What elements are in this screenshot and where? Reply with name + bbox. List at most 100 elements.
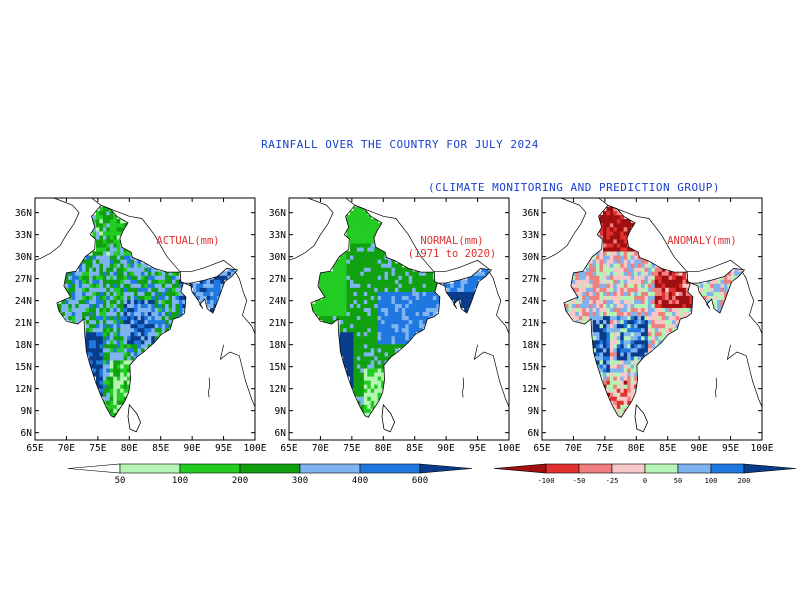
lon-tick-label: 85E	[659, 443, 676, 454]
rainfall-field	[564, 206, 742, 417]
lat-tick-label: 6N	[528, 428, 540, 439]
neighbor-boundary	[288, 197, 334, 261]
lat-tick-label: 33N	[15, 230, 32, 241]
lat-tick-label: 12N	[15, 384, 32, 395]
map-panel-1: 36N 33N 30N 27N 24N 21N 18N 15N 12N 9N 6N 65E 70E 75E…	[15, 197, 267, 454]
india-boundary	[310, 204, 493, 418]
legend-tick-label: 100	[172, 476, 188, 486]
legend-tick-label: 400	[352, 476, 368, 486]
lon-tick-label: 90E	[184, 443, 201, 454]
lat-tick-label: 18N	[269, 340, 286, 351]
rainfall-legend: 50 100 200 300 400 600	[67, 463, 473, 486]
legend-tick-label: 100	[705, 477, 718, 485]
legend-tick-label: -100	[538, 477, 555, 485]
lat-tick-label: 21N	[15, 318, 32, 329]
lat-tick-label: 15N	[15, 362, 32, 373]
anomaly-legend: -100 -50 -25 0 50 100 200	[493, 463, 797, 485]
lon-tick-label: 100E	[498, 443, 521, 454]
legend-tick-label: 200	[738, 477, 751, 485]
neighbor-boundary	[234, 271, 256, 334]
map-panel-3: 36N 33N 30N 27N 24N 21N 18N 15N 12N 9N 6N 65E 70E 75E…	[522, 197, 774, 454]
lat-tick-label: 30N	[15, 252, 32, 263]
lon-tick-label: 90E	[438, 443, 455, 454]
panel-label: ANOMALY(mm)	[667, 235, 737, 247]
legend-tick-label: -25	[606, 477, 619, 485]
neighbor-boundary	[91, 197, 237, 272]
lat-tick-label: 15N	[522, 362, 539, 373]
map-subtitle: (CLIMATE MONITORING AND PREDICTION GROUP…	[428, 181, 721, 194]
panel-label: (1971 to 2020)	[408, 248, 497, 260]
lat-tick-label: 12N	[522, 384, 539, 395]
lon-tick-label: 100E	[244, 443, 267, 454]
lon-tick-label: 65E	[26, 443, 43, 454]
lon-tick-label: 95E	[722, 443, 739, 454]
sri-lanka-outline	[381, 403, 396, 433]
rainfall-field	[57, 206, 235, 417]
lon-tick-label: 75E	[596, 443, 613, 454]
lat-tick-label: 24N	[522, 296, 539, 307]
lon-tick-label: 95E	[215, 443, 232, 454]
panel-label: ACTUAL(mm)	[156, 235, 219, 247]
lat-tick-label: 15N	[269, 362, 286, 373]
lon-tick-label: 75E	[343, 443, 360, 454]
lat-tick-label: 27N	[269, 274, 286, 285]
lat-tick-label: 21N	[522, 318, 539, 329]
lon-tick-label: 80E	[628, 443, 645, 454]
lat-tick-label: 24N	[15, 296, 32, 307]
lat-tick-label: 36N	[522, 208, 539, 219]
lat-tick-label: 36N	[269, 208, 286, 219]
lat-tick-label: 30N	[269, 252, 286, 263]
neighbor-boundary	[462, 377, 465, 398]
legend-tick-label: 50	[674, 477, 682, 485]
neighbor-boundary	[473, 344, 510, 408]
india-boundary	[56, 204, 239, 418]
lon-tick-label: 80E	[121, 443, 138, 454]
lon-tick-label: 75E	[89, 443, 106, 454]
lon-tick-label: 70E	[58, 443, 75, 454]
lon-tick-label: 65E	[280, 443, 297, 454]
lat-tick-label: 21N	[269, 318, 286, 329]
lat-tick-label: 9N	[21, 406, 33, 417]
map-panel-2: 36N 33N 30N 27N 24N 21N 18N 15N 12N 9N 6N 65E 70E 75E…	[269, 197, 521, 454]
lat-tick-label: 24N	[269, 296, 286, 307]
lon-tick-label: 70E	[312, 443, 329, 454]
rainfall-field	[311, 206, 489, 417]
neighbor-boundary	[219, 344, 256, 408]
neighbor-boundary	[208, 377, 211, 398]
panel-label: NORMAL(mm)	[420, 235, 483, 247]
lat-tick-label: 9N	[528, 406, 540, 417]
legend-tick-label: 50	[115, 476, 126, 486]
lon-tick-label: 65E	[533, 443, 550, 454]
lat-tick-label: 6N	[275, 428, 287, 439]
lat-tick-label: 18N	[522, 340, 539, 351]
sri-lanka-outline	[634, 403, 649, 433]
neighbor-boundary	[34, 197, 80, 261]
lon-tick-label: 95E	[469, 443, 486, 454]
lon-tick-label: 80E	[375, 443, 392, 454]
legend-tick-label: 600	[412, 476, 428, 486]
lat-tick-label: 33N	[269, 230, 286, 241]
lat-tick-label: 9N	[275, 406, 287, 417]
sri-lanka-outline	[127, 403, 142, 433]
lat-tick-label: 27N	[15, 274, 32, 285]
lat-tick-label: 33N	[522, 230, 539, 241]
lat-tick-label: 6N	[21, 428, 33, 439]
lon-tick-label: 100E	[751, 443, 774, 454]
lon-tick-label: 85E	[152, 443, 169, 454]
legend-tick-label: -50	[573, 477, 586, 485]
neighbor-boundary	[345, 197, 491, 272]
neighbor-boundary	[726, 344, 763, 408]
map-title: RAINFALL OVER THE COUNTRY FOR JULY 2024	[261, 138, 539, 151]
lon-tick-label: 70E	[565, 443, 582, 454]
lat-tick-label: 36N	[15, 208, 32, 219]
lon-tick-label: 90E	[691, 443, 708, 454]
lat-tick-label: 30N	[522, 252, 539, 263]
india-boundary	[563, 204, 746, 418]
lat-tick-label: 27N	[522, 274, 539, 285]
neighbor-boundary	[715, 377, 718, 398]
neighbor-boundary	[488, 271, 510, 334]
lon-tick-label: 85E	[406, 443, 423, 454]
legend-tick-label: 200	[232, 476, 248, 486]
lat-tick-label: 18N	[15, 340, 32, 351]
